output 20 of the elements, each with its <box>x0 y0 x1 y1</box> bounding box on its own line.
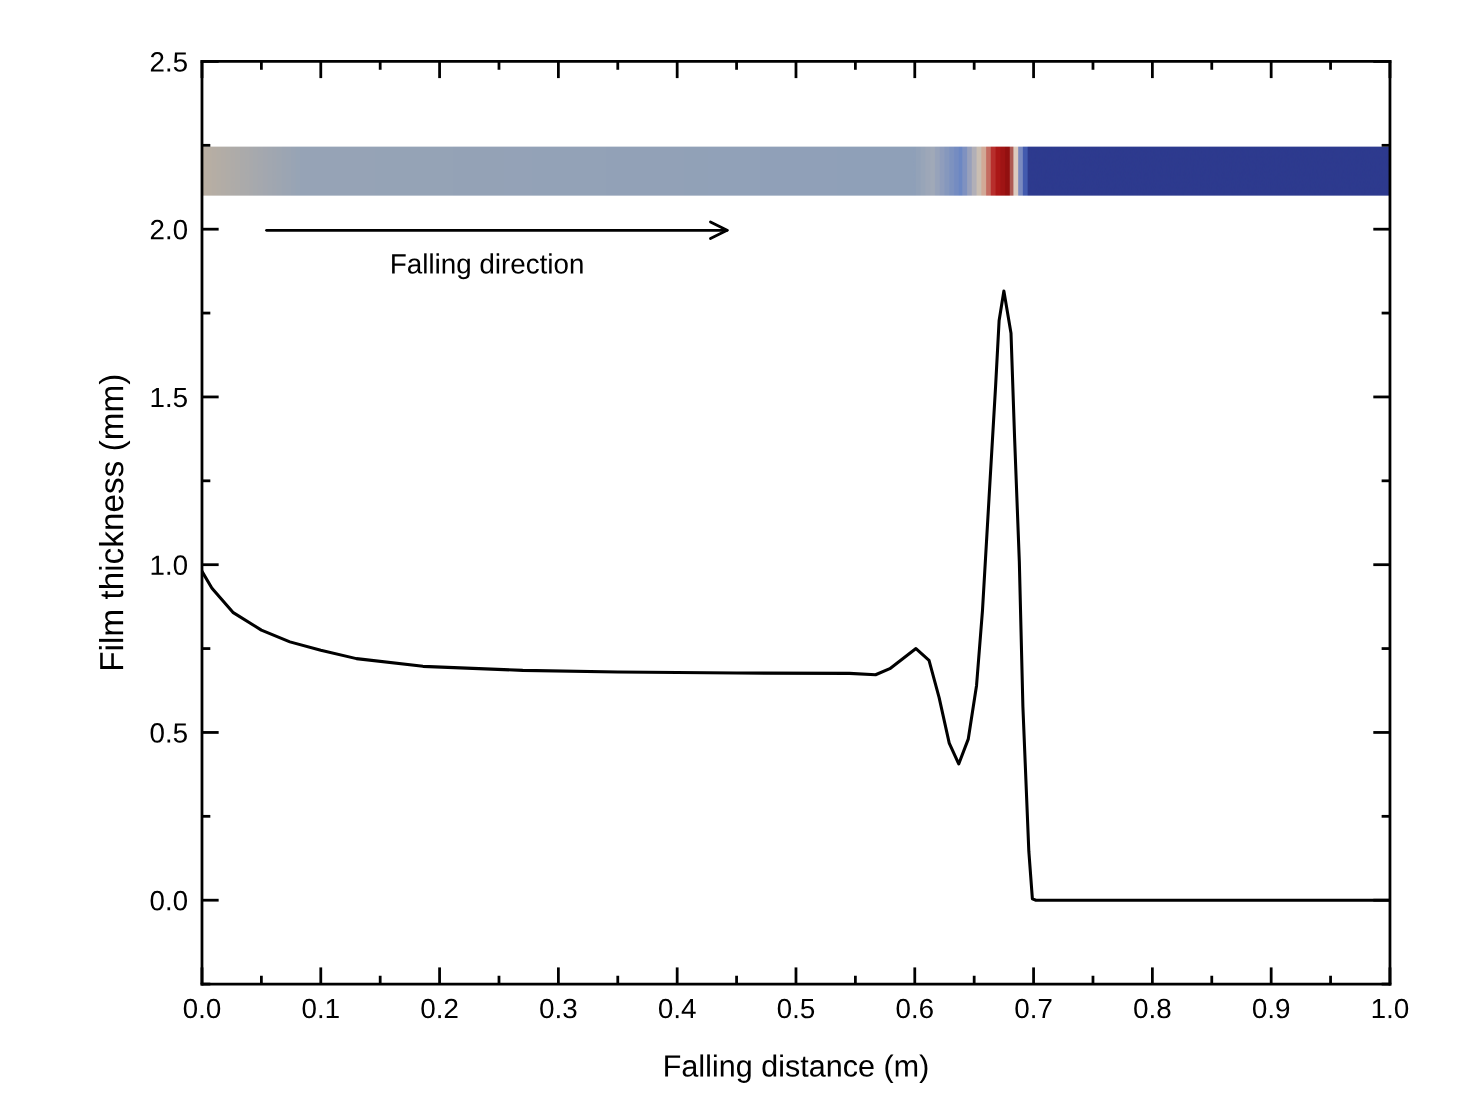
x-tick-label: 0.5 <box>777 998 815 1019</box>
x-axis-title: Falling distance (m) <box>665 1054 928 1083</box>
x-tick-label: 0.2 <box>421 998 458 1019</box>
y-tick-label: 0.5 <box>150 723 187 743</box>
x-tick-label: 0.3 <box>540 998 577 1019</box>
annotation: Falling direction <box>392 253 583 280</box>
x-tick-label: 0.1 <box>302 998 339 1019</box>
x-tick-label: 0.6 <box>896 998 933 1019</box>
x-tick-label: 0.7 <box>1015 998 1052 1019</box>
y-tick-label: 2.5 <box>150 52 187 72</box>
y-tick-label: 1.5 <box>151 387 187 408</box>
y-axis-title: Film thickness (mm) <box>98 375 131 670</box>
y-tick-label: 1.0 <box>151 555 188 576</box>
x-tick-label: 0.4 <box>658 998 696 1019</box>
x-tick-label: 0.0 <box>183 998 221 1019</box>
y-tick-label: 2.0 <box>150 219 188 240</box>
x-tick-label: 1.0 <box>1372 998 1409 1019</box>
x-tick-label: 0.8 <box>1134 998 1171 1019</box>
x-tick-label: 0.9 <box>1252 998 1290 1019</box>
y-tick-label: 0.0 <box>150 890 188 911</box>
